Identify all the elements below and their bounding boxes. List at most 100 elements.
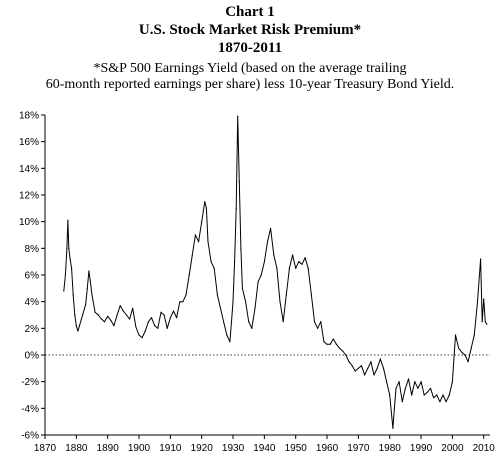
data-point bbox=[395, 387, 397, 389]
data-point bbox=[276, 267, 278, 269]
x-tick-label: 1880 bbox=[65, 443, 88, 454]
y-tick-label: 14% bbox=[19, 164, 39, 175]
chart-years: 1870-2011 bbox=[217, 40, 283, 56]
data-point bbox=[75, 325, 77, 327]
data-point bbox=[426, 391, 428, 393]
data-point bbox=[232, 301, 234, 303]
data-point bbox=[207, 241, 209, 243]
chart-title: U.S. Stock Market Risk Premium* bbox=[138, 22, 362, 38]
data-point bbox=[163, 314, 165, 316]
data-point bbox=[141, 337, 143, 339]
data-point bbox=[204, 201, 206, 203]
data-point bbox=[282, 321, 284, 323]
y-tick-label: -2% bbox=[21, 377, 39, 388]
data-point bbox=[436, 394, 438, 396]
data-point bbox=[304, 257, 306, 259]
y-tick-label: 6% bbox=[25, 271, 40, 282]
data-point bbox=[107, 315, 109, 317]
data-point bbox=[351, 365, 353, 367]
y-tick-label: 10% bbox=[19, 217, 39, 228]
data-point bbox=[157, 327, 159, 329]
data-point bbox=[103, 321, 106, 323]
data-point bbox=[64, 274, 66, 276]
data-point bbox=[398, 381, 400, 383]
data-point bbox=[144, 330, 146, 332]
data-point bbox=[213, 267, 215, 269]
x-tick-label: 1920 bbox=[191, 443, 214, 454]
x-tick-label: 1930 bbox=[222, 443, 245, 454]
data-point bbox=[205, 207, 207, 209]
data-point bbox=[404, 387, 406, 389]
data-point bbox=[364, 374, 366, 376]
data-point bbox=[486, 323, 488, 325]
data-point bbox=[226, 334, 228, 336]
data-point bbox=[138, 334, 140, 336]
y-tick-label: 0% bbox=[25, 351, 40, 362]
data-point bbox=[458, 347, 460, 349]
data-point bbox=[97, 314, 99, 316]
data-point bbox=[354, 370, 356, 372]
data-point bbox=[254, 307, 256, 309]
data-point bbox=[461, 351, 463, 353]
data-point bbox=[100, 318, 102, 320]
chart-number: Chart 1 bbox=[225, 4, 275, 20]
data-point bbox=[439, 401, 441, 403]
data-point bbox=[445, 401, 447, 403]
x-tick-label: 2000 bbox=[441, 443, 464, 454]
data-point bbox=[389, 394, 391, 396]
data-point bbox=[182, 301, 184, 303]
data-point bbox=[169, 317, 171, 319]
data-point bbox=[248, 321, 250, 323]
x-tick-label: 2010 bbox=[473, 443, 496, 454]
data-point bbox=[270, 227, 272, 229]
x-tick-label: 1900 bbox=[128, 443, 151, 454]
y-axis: -6% -4% -2% 0% 2% 4% 6% 8% 10% 12% 14% 16% 18% bbox=[19, 111, 46, 442]
plot-area bbox=[63, 115, 488, 429]
data-point bbox=[386, 381, 388, 383]
data-point bbox=[74, 314, 76, 316]
data-point bbox=[122, 310, 124, 312]
x-tick-label: 1980 bbox=[379, 443, 402, 454]
data-point bbox=[166, 327, 168, 329]
x-tick-label: 1950 bbox=[285, 443, 308, 454]
data-point bbox=[230, 321, 233, 323]
data-point bbox=[332, 338, 334, 340]
data-point bbox=[234, 261, 236, 263]
data-point bbox=[345, 354, 347, 356]
data-point bbox=[135, 326, 137, 328]
data-point bbox=[273, 254, 275, 256]
data-point bbox=[63, 290, 65, 292]
data-point bbox=[237, 115, 239, 117]
data-point bbox=[129, 318, 131, 320]
chart-note-line-1: *S&P 500 Earnings Yield (based on the av… bbox=[93, 61, 407, 76]
data-point bbox=[401, 401, 403, 403]
data-point bbox=[367, 367, 369, 369]
data-point bbox=[223, 321, 225, 323]
data-point bbox=[382, 367, 385, 369]
data-point bbox=[238, 181, 240, 183]
data-point bbox=[266, 241, 269, 243]
data-point bbox=[219, 307, 222, 309]
data-point bbox=[69, 258, 71, 260]
x-tick-label: 1960 bbox=[316, 443, 339, 454]
data-point bbox=[448, 394, 450, 396]
data-point bbox=[147, 321, 149, 323]
data-point bbox=[82, 314, 84, 316]
data-point bbox=[67, 219, 69, 221]
data-point bbox=[360, 365, 363, 367]
data-point bbox=[295, 267, 297, 269]
data-point bbox=[229, 341, 231, 343]
data-point bbox=[357, 367, 359, 369]
data-point bbox=[379, 358, 381, 360]
data-point bbox=[373, 374, 375, 376]
data-point bbox=[348, 361, 350, 363]
y-tick-label: 4% bbox=[25, 297, 40, 308]
data-point bbox=[210, 261, 212, 263]
data-point bbox=[483, 298, 485, 300]
data-point bbox=[72, 294, 74, 296]
data-point bbox=[88, 270, 90, 272]
y-tick-label: 18% bbox=[19, 111, 39, 122]
data-point bbox=[326, 343, 328, 345]
data-point bbox=[307, 267, 309, 269]
data-point bbox=[77, 330, 79, 332]
